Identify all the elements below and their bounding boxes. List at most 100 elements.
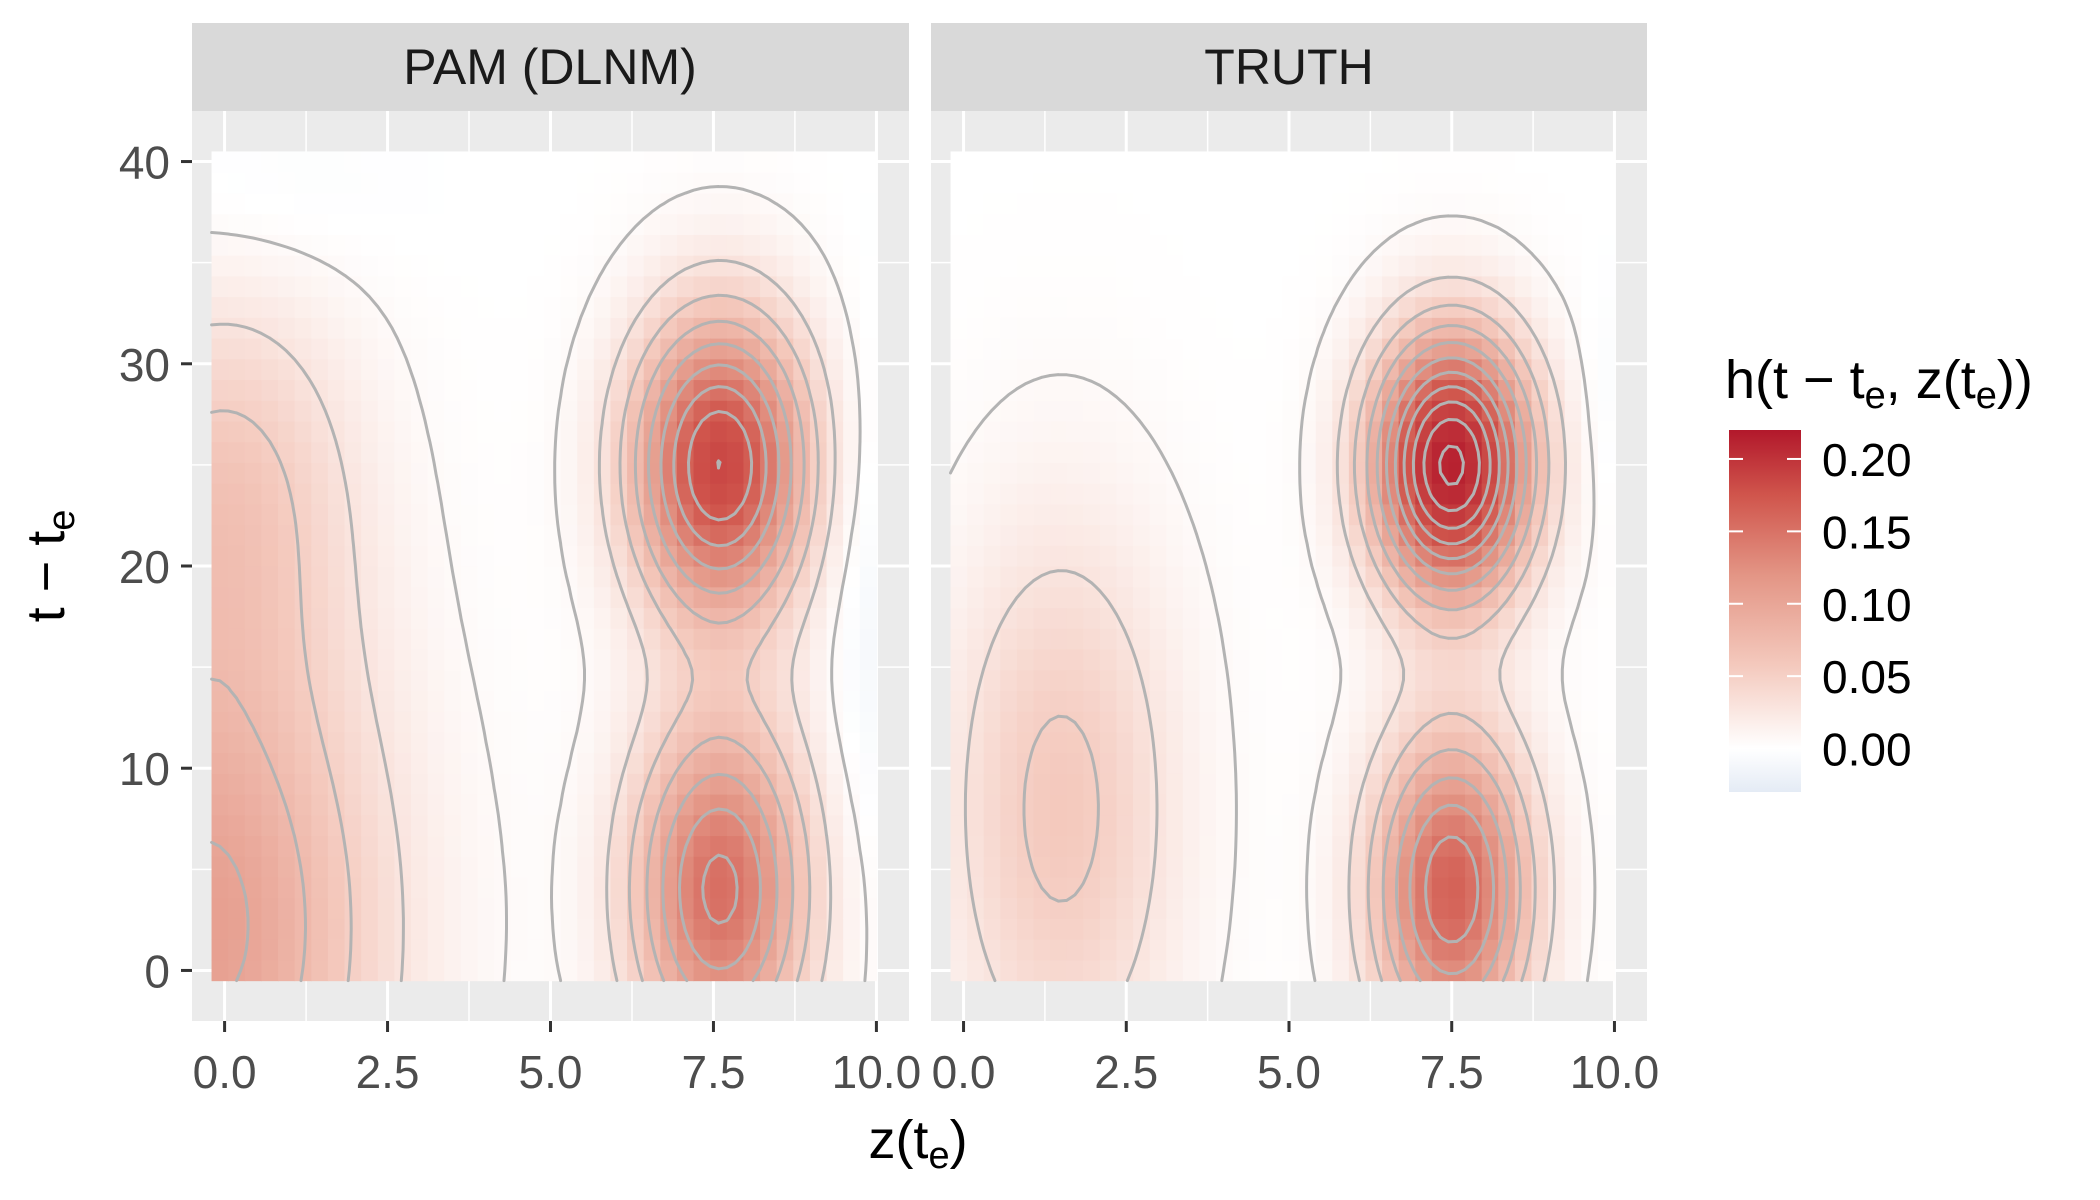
- heatmap-cell: [1199, 379, 1217, 401]
- heatmap-cell: [1382, 255, 1400, 277]
- heatmap-cell: [1332, 213, 1350, 235]
- heatmap-cell: [983, 876, 1001, 899]
- panel-strip: [931, 23, 1647, 111]
- heatmap-cell: [1099, 586, 1118, 609]
- heatmap-cell: [776, 669, 794, 691]
- heatmap-cell: [361, 731, 379, 754]
- heatmap-cell: [311, 752, 329, 774]
- heatmap-cell: [294, 773, 312, 795]
- heatmap-cell: [1398, 711, 1416, 733]
- heatmap-cell: [1531, 586, 1549, 609]
- heatmap-cell: [1548, 317, 1566, 339]
- heatmap-cell: [1116, 441, 1134, 463]
- heatmap-cell: [444, 337, 462, 360]
- contour-line: [1411, 400, 1492, 530]
- heatmap-cell: [950, 255, 968, 277]
- heatmap-cell: [327, 959, 346, 982]
- heatmap-cell: [411, 648, 429, 671]
- heatmap-cell: [344, 752, 362, 774]
- heatmap-cell: [278, 234, 296, 256]
- heatmap-cell: [1066, 814, 1084, 837]
- heatmap-cell: [809, 255, 828, 277]
- heatmap-cell: [1448, 275, 1466, 298]
- heatmap-cell: [693, 441, 711, 463]
- heatmap-cell: [1166, 524, 1184, 546]
- heatmap-cell: [1265, 358, 1284, 381]
- heatmap-cell: [643, 731, 661, 754]
- heatmap-cell: [1431, 814, 1450, 837]
- heatmap-cell: [693, 586, 711, 609]
- heatmap-cell: [676, 337, 695, 360]
- heatmap-cell: [577, 545, 595, 567]
- heatmap-cell: [1033, 255, 1051, 277]
- heatmap-cell: [1581, 628, 1599, 650]
- heatmap-cell: [1133, 255, 1151, 277]
- heatmap-cell: [1531, 648, 1549, 671]
- heatmap-cell: [1548, 441, 1566, 463]
- heatmap-cell: [1016, 255, 1035, 277]
- heatmap-cell: [1581, 648, 1599, 671]
- heatmap-cell: [327, 483, 346, 505]
- heatmap-cell: [859, 669, 878, 691]
- heatmap-cell: [793, 234, 811, 256]
- heatmap-cell: [477, 628, 495, 650]
- heatmap-cell: [1016, 524, 1035, 546]
- heatmap-cell: [377, 337, 395, 360]
- heatmap-cell: [1066, 607, 1084, 629]
- heatmap-cell: [676, 959, 695, 982]
- heatmap-cell: [1016, 483, 1035, 505]
- heatmap-cell: [1299, 296, 1317, 318]
- heatmap-cell: [760, 794, 778, 816]
- heatmap-cell: [1282, 959, 1300, 982]
- heatmap-cell: [1199, 420, 1217, 443]
- heatmap-cell: [510, 358, 528, 381]
- heatmap-cell: [1581, 192, 1599, 215]
- heatmap-cell: [1133, 172, 1151, 194]
- heatmap-cell: [593, 731, 612, 754]
- heatmap-cell: [1498, 731, 1516, 754]
- heatmap-cell: [244, 441, 263, 463]
- heatmap-cell: [1564, 441, 1582, 463]
- heatmap-cell: [228, 773, 246, 795]
- heatmap-cell: [643, 441, 661, 463]
- heatmap-cell: [577, 234, 595, 256]
- heatmap-cell: [510, 711, 528, 733]
- heatmap-cell: [967, 192, 985, 215]
- heatmap-cell: [411, 420, 429, 443]
- heatmap-cell: [1315, 566, 1333, 588]
- heatmap-cell: [643, 234, 661, 256]
- heatmap-cell: [344, 151, 362, 173]
- heatmap-cell: [477, 607, 495, 629]
- heatmap-cell: [1016, 337, 1035, 360]
- heatmap-cell: [527, 151, 545, 173]
- heatmap-cell: [610, 648, 628, 671]
- heatmap-cell: [377, 255, 395, 277]
- heatmap-cell: [244, 192, 263, 215]
- heatmap-cell: [1232, 711, 1250, 733]
- heatmap-cell: [826, 400, 844, 422]
- heatmap-cell: [278, 939, 296, 961]
- heatmap-cell: [1249, 794, 1267, 816]
- heatmap-cell: [760, 441, 778, 463]
- heatmap-cell: [1531, 545, 1549, 567]
- heatmap-cell: [950, 192, 968, 215]
- x-tick-label: 10.0: [832, 1046, 922, 1098]
- heatmap-cell: [1465, 731, 1483, 754]
- heatmap-cell: [726, 524, 745, 546]
- heatmap-cell: [1315, 503, 1333, 526]
- heatmap-cell: [327, 358, 346, 381]
- heatmap-cell: [278, 255, 296, 277]
- heatmap-cell: [983, 897, 1001, 919]
- heatmap-cell: [261, 545, 279, 567]
- heatmap-cell: [527, 337, 545, 360]
- heatmap-cell: [826, 524, 844, 546]
- heatmap-cell: [377, 814, 395, 837]
- heatmap-cell: [1581, 939, 1599, 961]
- heatmap-cell: [859, 586, 878, 609]
- heatmap-cell: [1216, 420, 1234, 443]
- heatmap-cell: [1033, 959, 1051, 982]
- heatmap-cell: [1099, 151, 1118, 173]
- heatmap-cell: [1216, 545, 1234, 567]
- heatmap-cell: [660, 669, 678, 691]
- heatmap-cell: [809, 711, 828, 733]
